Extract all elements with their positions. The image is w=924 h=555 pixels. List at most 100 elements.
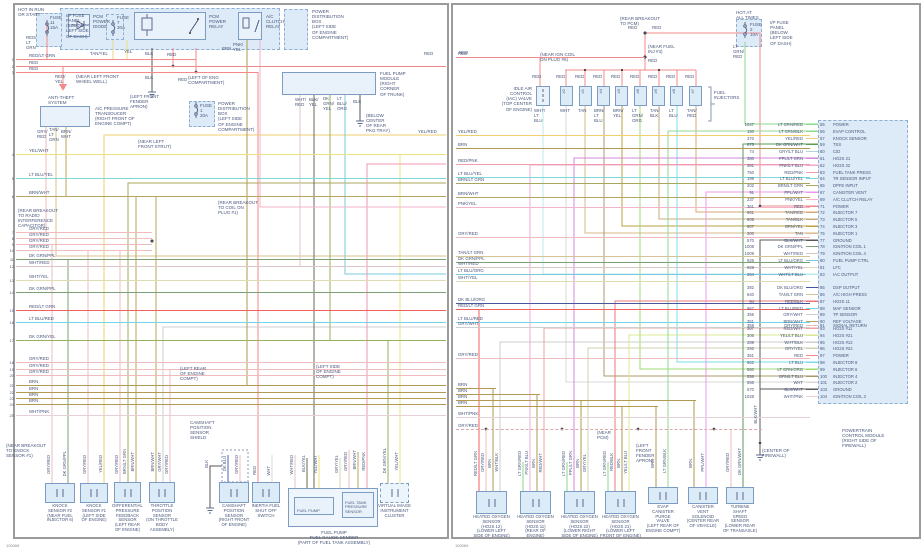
- pin-number: 72: [820, 209, 825, 215]
- pin-number: 104: [820, 393, 827, 399]
- wire-row: 10 GRY/RED: [10, 244, 152, 253]
- pcm-pin-row: 361 RED 71 POWER: [0, 203, 924, 211]
- circuit-number: 1047: [744, 121, 754, 127]
- component-caption: TURBINE SHAFT SPEED SENSOR (LOWER REAR O…: [722, 504, 758, 534]
- pcm-power-relay-box: [134, 12, 206, 40]
- pin-wire-color: PPL/LT GRN: [778, 155, 803, 161]
- pin-lead: [806, 325, 818, 326]
- circuit-number: 570: [747, 386, 754, 392]
- pin-function: TR SENSOR INPUT: [833, 175, 872, 181]
- pin-lead: [806, 172, 818, 173]
- pin-wire-color: PPL/WHT: [784, 189, 803, 195]
- circuit-number: 370: [747, 135, 754, 141]
- wire-number: 17: [9, 337, 14, 343]
- pin-lead: [806, 294, 818, 295]
- pin-lead: [806, 348, 818, 349]
- pin-number: 69: [820, 196, 825, 202]
- component-symbol-icon: [90, 489, 98, 497]
- pin-number: 97: [820, 352, 825, 358]
- pin-function: HO2S #21: [833, 332, 853, 338]
- pin-wire-color: GRY/YEL: [784, 345, 803, 351]
- wire-color-label: TAN/LT GRN: [458, 250, 484, 255]
- wire-color-label: GRY/WHT: [458, 321, 479, 326]
- component-symbol-icon: [576, 498, 583, 507]
- wire-color-label: LT BLU/RED: [29, 316, 54, 321]
- pin-wire-color: GRY/RED: [783, 322, 803, 328]
- wire-color-label: GRY/RED: [458, 231, 478, 236]
- wire-row: YEL/RED: [456, 129, 810, 136]
- circuit-number: 359: [747, 322, 754, 328]
- wire-row: BRN: [456, 388, 540, 395]
- note: (NEAR PCM): [597, 430, 612, 441]
- pin-function: A/C CLUTCH RELAY: [833, 196, 873, 202]
- vertical-wire-label: RED/WHT: [538, 453, 543, 473]
- pin-function: TP SENSOR: [833, 311, 858, 317]
- vertical-wire-label: GRY/WHT: [157, 452, 162, 472]
- wire-row: BRN: [456, 382, 496, 389]
- wire-color-label: BRN: [29, 386, 39, 391]
- wire-label: WHT: [560, 108, 570, 113]
- wire-color-label: DK GRN/PPL: [29, 286, 56, 291]
- pcm-pin-row: 387 RED/WHT 93 HO2S #11: [0, 326, 924, 333]
- note: (BELOW CENTER OF REAR PKG TRAY): [366, 113, 390, 134]
- pin-function: INJECTOR 4: [833, 373, 858, 379]
- pin-lead: [806, 396, 818, 397]
- pin-function: INJECTOR 2: [833, 379, 858, 385]
- wire-row: TAN/LT GRN: [456, 250, 810, 257]
- pin-number: 61: [820, 155, 825, 161]
- pcm-pin-row: 370 YEL/RED 57 KNOCK SENSOR: [0, 135, 924, 143]
- pcm-pin-row: 967 LT BLU/RED 88 MAF SENSOR: [0, 306, 924, 313]
- pin-function: LFC: [833, 264, 841, 270]
- pin-number: 89: [820, 311, 825, 317]
- pin-lead: [806, 369, 818, 370]
- wire-color-label: BRN: [458, 400, 468, 405]
- note: PCM POWER RELAY: [209, 14, 227, 30]
- wire-label: TAN/ LT GRN: [49, 127, 59, 142]
- pin-number: 62: [820, 162, 825, 168]
- wire-label: LT GRN/ ORG: [632, 108, 643, 123]
- wire-number: 9: [11, 241, 14, 247]
- component-caption: HEATED OXYGEN SENSOR (HO2S 22) (LOWER RI…: [561, 514, 598, 539]
- component-symbol-icon: [124, 488, 131, 497]
- wire-row: 14 DK GRN/PPL: [10, 286, 446, 295]
- circuit-number: 640: [747, 291, 754, 297]
- pin-lead: [806, 240, 818, 241]
- note: FUSE 11 15A: [50, 15, 63, 31]
- wire-label: RED: [611, 74, 621, 79]
- wire-row: LT BLU/ORG: [456, 268, 810, 275]
- pcm-pin-row: 74 GRY/LT BLU 60 CID: [0, 149, 924, 156]
- component-box: KNOCK SENSOR #2 (NEAR FUEL INJECTOR 6): [45, 483, 75, 522]
- wire-row: BRN/LT GRN: [456, 177, 810, 184]
- pcm-pin-row: 355 GRY/WHT 89 TP SENSOR: [0, 311, 924, 319]
- note: HOT IN RUN OR START: [18, 7, 45, 18]
- wire-number: 2: [11, 63, 14, 69]
- pin-wire-color: LT BLU/ORG: [778, 257, 803, 263]
- pin-wire-color: DK BLU/ORG: [777, 284, 803, 290]
- pin-wire-color: BRN/WHT: [783, 318, 803, 324]
- pin-lead: [806, 158, 818, 159]
- vertical-wire-label: BLK/YEL: [301, 455, 306, 472]
- pin-function: DPFE INPUT: [833, 182, 858, 188]
- wire-label: RED: [532, 74, 542, 79]
- wire-row: BRN: [456, 394, 696, 401]
- note: CAMSHAFT POSITION SENSOR SHIELD: [190, 420, 215, 441]
- vertical-wire-label: LT GRN/RED: [561, 451, 566, 476]
- circuit-number: 560: [747, 366, 754, 372]
- pin-number: 98: [820, 359, 825, 365]
- pin-lead: [806, 151, 818, 152]
- pin-lead: [806, 199, 818, 200]
- component-box: THROTTLE POSITION SENSOR (ON THROTTLE BO…: [146, 482, 178, 532]
- pin-function: IGNITION COIL 1: [833, 243, 866, 249]
- pin-wire-color: RED: [794, 203, 803, 209]
- circuit-number: 202: [747, 182, 754, 188]
- component-box: KNOCK SENSOR #1 (LEFT SIDE OF ENGINE): [80, 483, 108, 522]
- wire-number: 5: [11, 175, 14, 181]
- wire-row: BRN: [456, 400, 658, 407]
- pin-lead: [806, 144, 818, 145]
- wire-color-label: BRN: [458, 394, 468, 399]
- vertical-wire-label: DK GRN/YEL: [382, 448, 387, 474]
- pin-function: HO2S 11: [833, 298, 850, 304]
- pcm-pin-row: 928 WHT/YEL 81 LFC: [0, 264, 924, 272]
- pin-function: POWER: [833, 121, 849, 127]
- wire-row: RED: [456, 51, 645, 58]
